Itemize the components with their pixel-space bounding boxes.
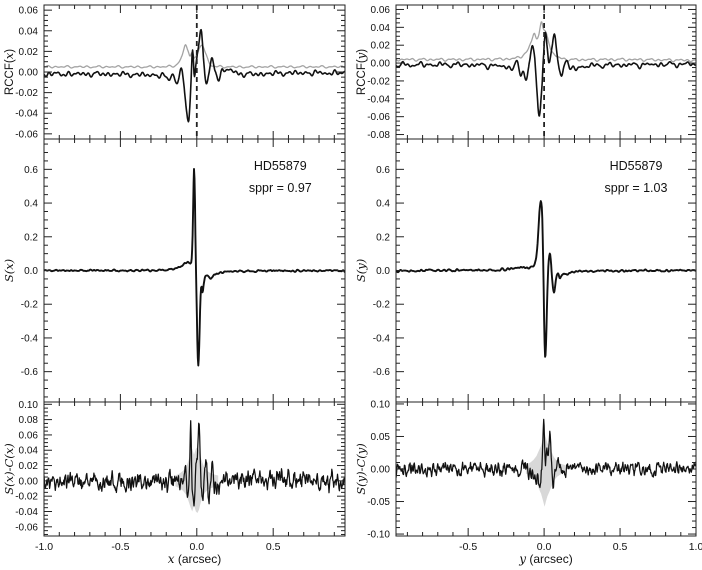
s-x-ytick-label: 0.4 xyxy=(24,199,38,210)
s-y-ytick-label: -0.4 xyxy=(373,333,391,344)
sx-cx-ytick-label: 0.08 xyxy=(19,415,39,426)
s-y-ytick-label: -0.2 xyxy=(373,300,391,311)
s-y-lsd-profile-black xyxy=(396,200,696,358)
rccf-x-ytick-label: 0.06 xyxy=(19,6,39,17)
sy-cy-ytick-label: -0.10 xyxy=(367,530,390,541)
panel-s-x: 0.6 0.4 0.2 0.0 -0.2 -0.4 -0.6 S(x) HD55879 sppr … xyxy=(2,138,346,403)
s-x-ytick-label: -0.2 xyxy=(21,300,39,311)
s-x-ytick-label: 0.0 xyxy=(24,266,38,277)
sy-cy-xtick-label: 0.5 xyxy=(613,541,628,553)
rccf-x-plot-area xyxy=(44,5,345,139)
sy-cy-xtick-label: 1.0 xyxy=(689,541,702,553)
s-x-y-axis-title: S(x) xyxy=(2,259,16,282)
rccf-y-plot-area xyxy=(396,5,696,139)
sy-cy-y-axis-title: S(y)-C(y) xyxy=(354,443,368,495)
s-y-ticks xyxy=(396,139,697,402)
sx-cx-ytick-label: 0.02 xyxy=(19,461,39,472)
rccf-y-ytick-label: -0.02 xyxy=(367,76,390,87)
rccf-x-ytick-label: 0.04 xyxy=(19,26,39,37)
sx-cx-ytick-label: -0.02 xyxy=(15,492,38,503)
sy-cy-ticks xyxy=(396,402,697,536)
s-x-ticks xyxy=(43,139,345,402)
rccf-x-calibrator-gray xyxy=(44,44,345,69)
sx-cx-y-axis-title: S(x)-C(x) xyxy=(2,443,16,494)
s-x-plot-area xyxy=(44,167,345,367)
sy-cy-ytick-label: 0.00 xyxy=(371,465,391,476)
s-x-ytick-label: -0.4 xyxy=(21,333,39,344)
rccf-y-y-axis-title: RCCF(y) xyxy=(354,49,368,95)
sx-cx-ytick-label: 0.06 xyxy=(19,430,39,441)
rccf-y-ytick-label: 0.02 xyxy=(371,41,391,52)
rccf-y-ytick-label: 0.00 xyxy=(371,59,391,70)
sx-cx-plot-area xyxy=(44,420,345,513)
s-y-y-axis-title: S(y) xyxy=(354,259,368,282)
panel-rccf-x: 0.06 0.04 0.02 0.00 -0.02 -0.04 -0.06 RCCF(x) xyxy=(2,4,346,140)
sx-cx-error-band xyxy=(175,447,219,513)
rccf-x-ytick-label: -0.02 xyxy=(15,88,38,99)
rccf-y-frame xyxy=(395,4,697,140)
sx-cx-residual-black xyxy=(44,420,345,507)
s-x-star-name-label: HD55879 xyxy=(254,159,307,173)
rccf-x-y-axis-title: RCCF(x) xyxy=(2,49,16,95)
sy-cy-xtick-label: 0.0 xyxy=(537,541,552,553)
sx-cx-ytick-label: 0.00 xyxy=(19,476,39,487)
sx-cx-xtick-label: -0.5 xyxy=(111,541,129,553)
rccf-y-ytick-label: 0.06 xyxy=(371,5,391,16)
rccf-y-ytick-label: -0.04 xyxy=(367,94,390,105)
sx-cx-x-axis-title: x (arcsec) xyxy=(168,552,221,566)
rccf-x-ytick-label: -0.06 xyxy=(15,129,38,140)
panel-sy-cy: 0.10 0.05 0.00 -0.05 -0.10 -0.5 0.0 0.5 1.0 y (ar… xyxy=(354,399,702,566)
s-x-ytick-label: 0.6 xyxy=(24,165,38,176)
s-y-ytick-label: 0.6 xyxy=(376,165,390,176)
sy-cy-x-axis-title: y (arcsec) xyxy=(518,552,572,566)
sy-cy-ytick-label: 0.05 xyxy=(371,432,391,443)
s-x-ytick-label: -0.6 xyxy=(21,367,39,378)
sx-cx-ticks xyxy=(43,402,345,536)
sy-cy-ytick-label: 0.10 xyxy=(371,399,391,410)
rccf-x-ytick-label: 0.00 xyxy=(19,68,39,79)
sx-cx-xtick-label: 0.5 xyxy=(266,541,281,553)
rccf-y-ytick-label: -0.06 xyxy=(367,112,390,123)
s-y-ytick-label: 0.4 xyxy=(376,199,390,210)
s-y-ytick-label: 0.2 xyxy=(376,232,390,243)
s-y-ytick-label: 0.0 xyxy=(376,266,390,277)
panel-rccf-y: 0.06 0.04 0.02 0.00 -0.02 -0.04 -0.06 -0.08 RCCF… xyxy=(354,4,697,141)
rccf-y-ticks xyxy=(396,4,697,140)
s-y-plot-area xyxy=(396,200,696,358)
s-y-ytick-label: -0.6 xyxy=(373,367,391,378)
rccf-y-ytick-label: -0.08 xyxy=(367,130,390,141)
sy-cy-xtick-label: -0.5 xyxy=(459,541,477,553)
sy-cy-ytick-label: -0.05 xyxy=(367,497,390,508)
panel-sx-cx: 0.10 0.08 0.06 0.04 0.02 0.00 -0.02 -0.04 -0.06 -… xyxy=(2,400,346,566)
sx-cx-ytick-label: -0.04 xyxy=(15,507,38,518)
s-x-lsd-profile-black xyxy=(44,167,345,367)
panel-s-y: 0.6 0.4 0.2 0.0 -0.2 -0.4 -0.6 S(y) HD55879 sppr … xyxy=(354,138,697,403)
s-x-sppr-value-label: sppr = 0.97 xyxy=(249,181,312,195)
sy-cy-residual-black xyxy=(396,418,696,489)
rccf-y-ytick-label: 0.04 xyxy=(371,23,391,34)
rccf-x-target-black xyxy=(44,28,345,123)
sx-cx-ytick-label: -0.06 xyxy=(15,522,38,533)
sy-cy-plot-area xyxy=(396,418,696,507)
sx-cx-ytick-label: 0.04 xyxy=(19,446,39,457)
sy-cy-error-band xyxy=(525,432,566,507)
rccf-x-ytick-label: -0.04 xyxy=(15,109,38,120)
sx-cx-xtick-label: 0.0 xyxy=(189,541,204,553)
s-y-star-name-label: HD55879 xyxy=(610,159,663,173)
sx-cx-xtick-label: -1.0 xyxy=(35,541,53,553)
s-y-sppr-value-label: sppr = 1.03 xyxy=(605,181,668,195)
rccf-y-target-black xyxy=(396,31,696,117)
rccf-x-ticks xyxy=(43,4,345,140)
s-x-ytick-label: 0.2 xyxy=(24,232,38,243)
sx-cx-ytick-label: 0.10 xyxy=(19,400,39,411)
rccf-x-ytick-label: 0.02 xyxy=(19,47,39,58)
